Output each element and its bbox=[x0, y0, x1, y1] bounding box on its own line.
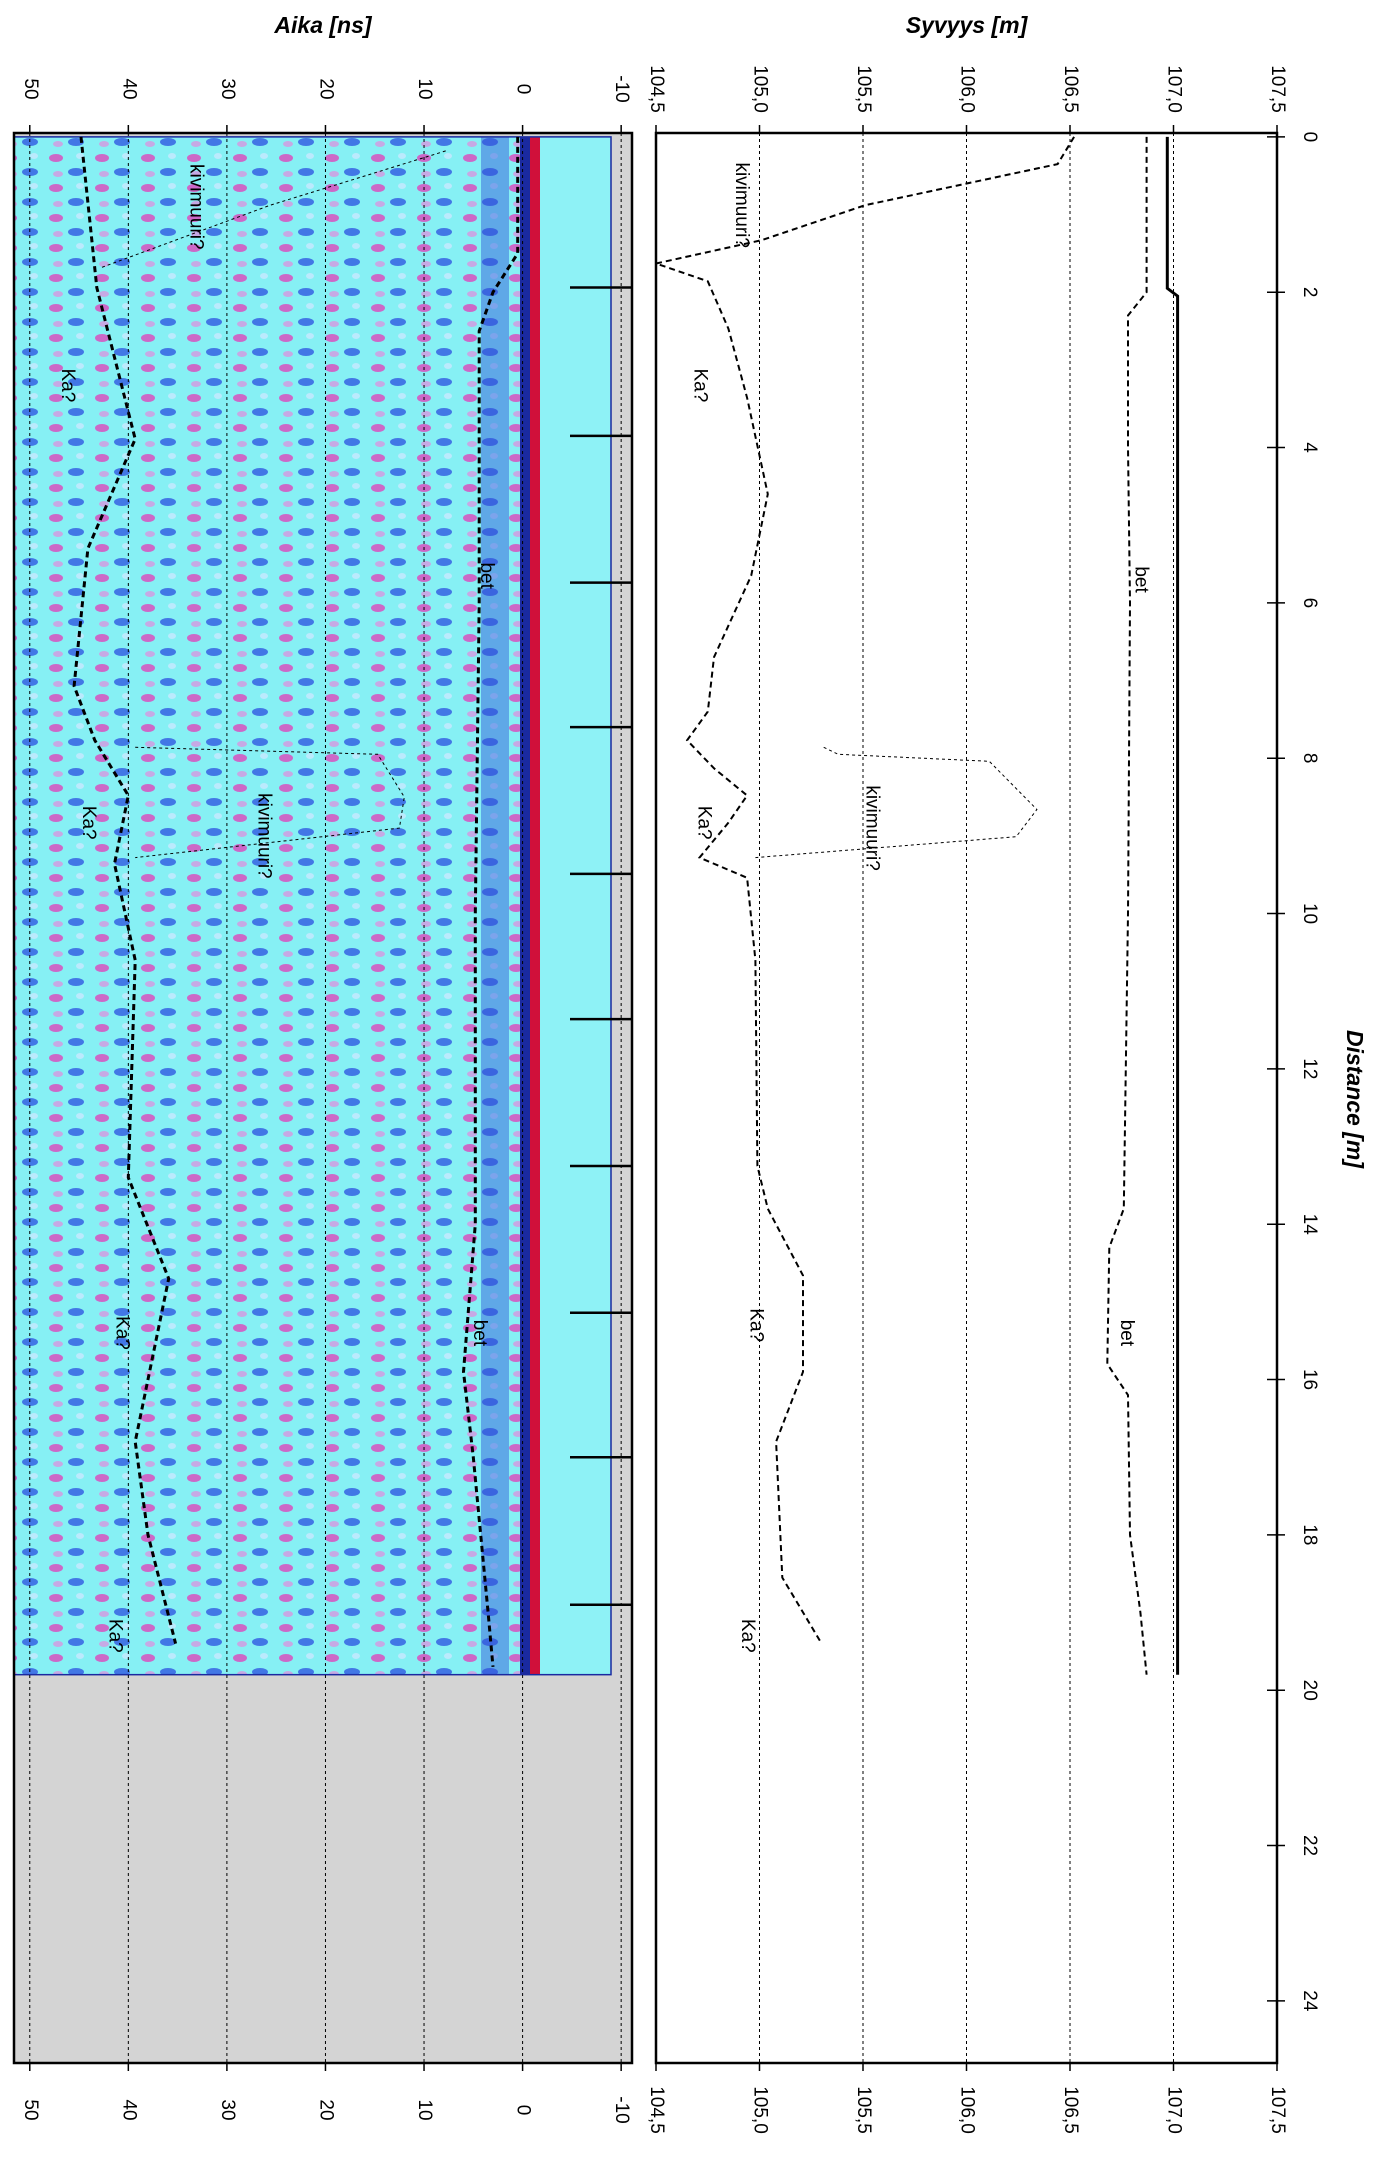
tick-label: 107,5 bbox=[1267, 2086, 1288, 2134]
tick-label: 106,5 bbox=[1060, 65, 1081, 113]
data-line bbox=[72, 136, 178, 1644]
x-tick-label: 10 bbox=[1299, 903, 1320, 924]
axis-title: Syvyys [m] bbox=[906, 12, 1029, 38]
radargram-band bbox=[481, 136, 509, 1675]
tick-label: -10 bbox=[611, 75, 632, 102]
x-tick-label: 4 bbox=[1299, 442, 1320, 453]
annotation: bet bbox=[476, 562, 497, 589]
annotation: Ka? bbox=[105, 1619, 126, 1653]
annotation: Ka? bbox=[737, 1619, 758, 1653]
tick-label: 107,5 bbox=[1267, 65, 1288, 113]
tick-label: 106,5 bbox=[1060, 2086, 1081, 2134]
x-tick-label: 16 bbox=[1299, 1369, 1320, 1390]
tick-label: 107,0 bbox=[1163, 65, 1184, 113]
x-tick-label: 24 bbox=[1299, 1990, 1320, 2012]
annotation: bet bbox=[469, 1320, 490, 1347]
tick-label: 0 bbox=[513, 2105, 534, 2116]
x-tick-label: 6 bbox=[1299, 598, 1320, 609]
x-tick-label: 22 bbox=[1299, 1835, 1320, 1856]
tick-label: 106,0 bbox=[956, 65, 977, 113]
x-tick-label: 2 bbox=[1299, 287, 1320, 298]
annotation: Ka? bbox=[745, 1308, 766, 1342]
radargram-image bbox=[14, 136, 611, 1675]
x-tick-label: 20 bbox=[1299, 1680, 1320, 1701]
tick-label: 10 bbox=[414, 2099, 435, 2120]
data-line bbox=[652, 136, 1075, 1645]
data-line bbox=[101, 150, 446, 268]
annotation: Ka? bbox=[57, 369, 78, 403]
x-tick-label: 14 bbox=[1299, 1214, 1320, 1236]
tick-label: 40 bbox=[118, 78, 139, 99]
annotation: Ka? bbox=[111, 1316, 132, 1350]
tick-label: 105,5 bbox=[853, 2086, 874, 2134]
tick-label: 20 bbox=[315, 2099, 336, 2120]
annotation: bet bbox=[1116, 1320, 1137, 1347]
tick-label: 30 bbox=[217, 2099, 238, 2120]
tick-label: 107,0 bbox=[1163, 2086, 1184, 2134]
data-line bbox=[461, 136, 520, 1668]
annotation: kivimuuri? bbox=[731, 162, 752, 248]
x-tick-label: 18 bbox=[1299, 1524, 1320, 1545]
annotation: kivimuuri? bbox=[253, 793, 274, 879]
axis-title: Aika [ns] bbox=[273, 12, 372, 38]
annotation: Ka? bbox=[694, 806, 715, 840]
annotation: kivimuuri? bbox=[185, 164, 206, 250]
tick-label: 0 bbox=[513, 84, 534, 95]
tick-label: 50 bbox=[20, 2099, 41, 2120]
data-line bbox=[755, 746, 1038, 859]
annotation: Ka? bbox=[78, 806, 99, 840]
tick-label: 20 bbox=[315, 78, 336, 99]
tick-label: 104,5 bbox=[646, 2086, 667, 2134]
radargram-band bbox=[520, 136, 530, 1675]
radargram-band bbox=[530, 136, 540, 1675]
tick-label: 105,0 bbox=[749, 2086, 770, 2134]
tick-label: 104,5 bbox=[646, 65, 667, 113]
x-tick-label: 0 bbox=[1299, 132, 1320, 143]
plot-frame bbox=[654, 131, 1279, 2065]
x-axis-label: Distance [m] bbox=[1342, 1030, 1368, 1169]
radargram-near-surface bbox=[531, 136, 611, 1675]
data-line bbox=[1106, 136, 1148, 1675]
annotation: bet bbox=[1130, 566, 1151, 593]
tick-label: 10 bbox=[414, 78, 435, 99]
tick-label: 106,0 bbox=[956, 2086, 977, 2134]
x-tick-label: 8 bbox=[1299, 753, 1320, 764]
annotation: kivimuuri? bbox=[861, 785, 882, 871]
tick-label: -10 bbox=[611, 2096, 632, 2123]
tick-label: 30 bbox=[217, 78, 238, 99]
plot-frame bbox=[12, 131, 634, 2065]
annotation: Ka? bbox=[689, 369, 710, 403]
tick-label: 50 bbox=[20, 78, 41, 99]
x-tick-label: 12 bbox=[1299, 1058, 1320, 1079]
tick-label: 40 bbox=[118, 2099, 139, 2120]
tick-label: 105,5 bbox=[853, 65, 874, 113]
data-line bbox=[1165, 136, 1180, 1675]
tick-label: 105,0 bbox=[749, 65, 770, 113]
